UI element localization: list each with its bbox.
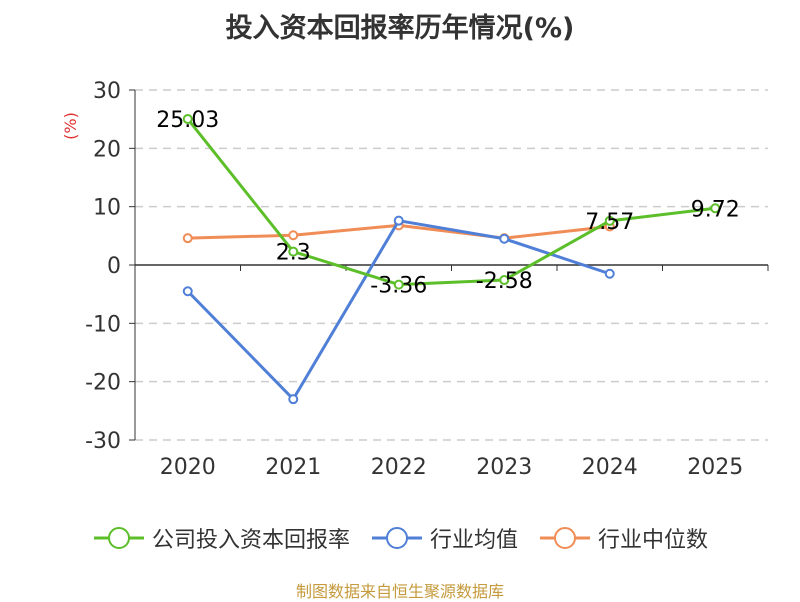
y-tick-label: -20 xyxy=(85,371,121,396)
x-tick-label: 2021 xyxy=(265,455,321,480)
legend-marker xyxy=(554,527,576,549)
series-point-1 xyxy=(604,268,615,279)
legend-marker xyxy=(385,527,408,549)
series-point-2 xyxy=(182,233,193,244)
data-label: 9.72 xyxy=(691,197,740,222)
chart-title: 投入资本回报率历年情况(%) xyxy=(225,13,575,44)
y-tick-label: 20 xyxy=(93,137,121,162)
series-point-0 xyxy=(393,279,404,290)
x-tick-label: 2024 xyxy=(582,455,638,480)
series-point-1 xyxy=(182,286,193,297)
y-tick-label: 0 xyxy=(107,254,121,279)
series-point-1 xyxy=(393,215,404,226)
axis-layer: 30 20 10 0 -10 -20 -30 2020 2021 2022 2023 2024 2025… xyxy=(61,79,769,480)
legend-marker xyxy=(107,527,130,549)
series-point-0 xyxy=(604,215,615,226)
data-label: -3.36 xyxy=(370,274,427,299)
series-point-2 xyxy=(288,230,299,241)
y-axis-label: (%) xyxy=(61,112,80,140)
series-point-0 xyxy=(288,246,299,257)
x-tick-label: 2025 xyxy=(687,455,743,480)
legend-label: 行业中位数 xyxy=(598,528,709,553)
legend: 公司投入资本回报率 行业均值 行业中位数 xyxy=(0,520,800,556)
source-note: 制图数据来自恒生聚源数据库 xyxy=(295,582,504,601)
y-tick-label: -10 xyxy=(85,312,121,337)
data-label: -2.58 xyxy=(476,269,533,294)
y-tick-label: 30 xyxy=(93,79,121,104)
grid-layer xyxy=(135,89,768,441)
data-label: 7.57 xyxy=(585,210,634,235)
series-point-0 xyxy=(710,203,721,214)
x-tick-label: 2022 xyxy=(371,455,427,480)
series-point-0 xyxy=(182,113,193,124)
label-layer: 25.03 2.3 -3.36 -2.58 7.57 9.72 xyxy=(156,108,739,299)
x-tick-label: 2020 xyxy=(160,455,216,480)
legend-item-1[interactable]: 行业均值 xyxy=(370,522,518,554)
series-line-1 xyxy=(186,219,611,401)
series-point-1 xyxy=(499,233,510,244)
data-label: 25.03 xyxy=(156,108,219,133)
series-line-0 xyxy=(186,118,716,287)
legend-item-0[interactable]: 公司投入资本回报率 xyxy=(92,522,350,554)
series-point-1 xyxy=(288,394,299,405)
legend-symbol xyxy=(540,527,590,549)
legend-label: 行业均值 xyxy=(429,528,518,553)
data-label: 2.3 xyxy=(276,241,311,266)
series-layer xyxy=(182,113,721,405)
legend-symbol xyxy=(371,527,422,549)
y-tick-label: -30 xyxy=(85,429,121,454)
legend-symbol xyxy=(93,527,144,549)
legend-item-2[interactable]: 行业中位数 xyxy=(538,522,708,554)
legend-label: 公司投入资本回报率 xyxy=(151,528,350,553)
y-tick-label: 10 xyxy=(93,196,121,221)
x-tick-label: 2023 xyxy=(476,455,532,480)
series-point-0 xyxy=(499,275,510,286)
